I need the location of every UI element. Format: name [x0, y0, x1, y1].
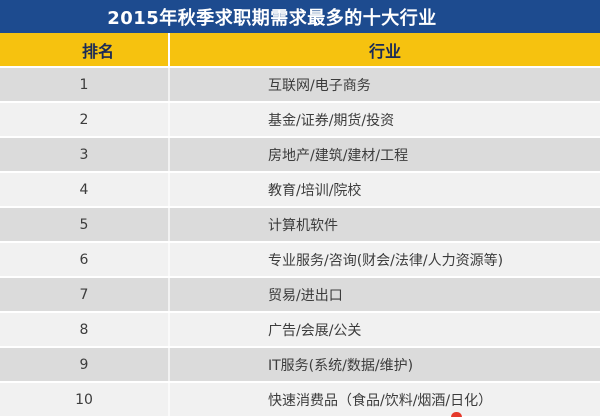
table-row: 10 快速消费品（食品/饮料/烟酒/日化）	[0, 383, 600, 417]
rank-value: 10	[0, 383, 170, 416]
industry-value: 基金/证券/期货/投资	[268, 112, 395, 129]
industry-value: 专业服务/咨询(财会/法律/人力资源等)	[268, 252, 504, 269]
table-row: 7 贸易/进出口	[0, 278, 600, 313]
rank-value: 2	[0, 103, 170, 136]
table-row: 1 互联网/电子商务	[0, 68, 600, 103]
rank-value: 4	[0, 173, 170, 206]
industry-value: 房地产/建筑/建材/工程	[268, 147, 409, 164]
table-row: 3 房地产/建筑/建材/工程	[0, 138, 600, 173]
table-title: 2015年秋季求职期需求最多的十大行业	[0, 0, 600, 33]
table-row: 4 教育/培训/院校	[0, 173, 600, 208]
table-body: 1 互联网/电子商务 2 基金/证券/期货/投资 3 房地产/建筑/建材/工程 …	[0, 68, 600, 417]
column-header-rank: 排名	[0, 33, 170, 66]
industry-value: 快速消费品（食品/饮料/烟酒/日化）	[268, 392, 493, 409]
rank-value: 5	[0, 208, 170, 241]
table-row: 2 基金/证券/期货/投资	[0, 103, 600, 138]
table-header: 排名 行业	[0, 33, 600, 68]
industry-value: 贸易/进出口	[268, 287, 343, 304]
table-row: 6 专业服务/咨询(财会/法律/人力资源等)	[0, 243, 600, 278]
rank-value: 1	[0, 68, 170, 101]
industry-value: 互联网/电子商务	[268, 77, 371, 94]
table-row: 5 计算机软件	[0, 208, 600, 243]
table-row: 8 广告/会展/公关	[0, 313, 600, 348]
rank-value: 6	[0, 243, 170, 276]
table-row: 9 IT服务(系统/数据/维护)	[0, 348, 600, 383]
rank-value: 3	[0, 138, 170, 171]
red-watermark-fragment	[451, 412, 462, 417]
industry-value: 广告/会展/公关	[268, 322, 362, 339]
rank-value: 9	[0, 348, 170, 381]
industry-value: 计算机软件	[268, 217, 338, 234]
rank-value: 7	[0, 278, 170, 311]
industry-value: IT服务(系统/数据/维护)	[268, 357, 414, 374]
industry-value: 教育/培训/院校	[268, 182, 362, 199]
rank-value: 8	[0, 313, 170, 346]
column-header-industry: 行业	[368, 41, 401, 61]
